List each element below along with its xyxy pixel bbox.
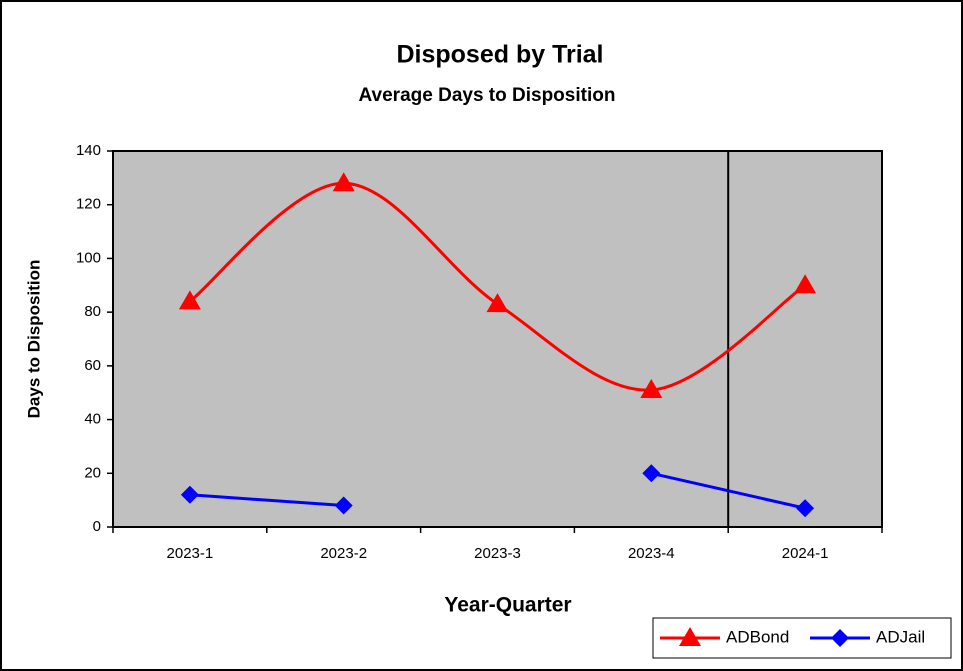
- data-point: [640, 379, 663, 399]
- y-tick-label: 0: [93, 518, 101, 535]
- data-point: [180, 485, 199, 504]
- x-tick-label: 2023-1: [167, 545, 214, 562]
- y-tick-label: 140: [76, 142, 101, 159]
- x-tick-label: 2023-3: [474, 545, 521, 562]
- x-axis-label: Year-Quarter: [444, 594, 571, 617]
- data-point: [332, 172, 355, 192]
- x-tick-label: 2023-2: [320, 545, 367, 562]
- legend-label: ADJail: [876, 627, 925, 646]
- x-tick-label: 2024-1: [782, 545, 829, 562]
- y-axis-label: Days to Disposition: [24, 260, 43, 419]
- legend-marker: [831, 629, 849, 647]
- series-line: [650, 471, 806, 510]
- y-tick-label: 120: [76, 196, 101, 213]
- data-point: [178, 290, 201, 310]
- y-tick-label: 40: [84, 411, 101, 428]
- data-point: [796, 499, 815, 518]
- data-point: [486, 293, 509, 313]
- data-point: [794, 274, 817, 294]
- x-tick-label: 2023-4: [628, 545, 675, 562]
- y-tick-label: 80: [84, 303, 101, 320]
- y-tick-label: 20: [84, 464, 101, 481]
- y-tick-label: 100: [76, 249, 101, 266]
- series-line: [189, 493, 344, 508]
- plot-area: [112, 150, 883, 528]
- chart-title: Disposed by Trial: [396, 41, 603, 69]
- y-tick-label: 60: [84, 357, 101, 374]
- legend-label: ADBond: [726, 627, 789, 646]
- legend-marker: [679, 627, 701, 646]
- data-point: [642, 464, 661, 483]
- chart-subtitle: Average Days to Disposition: [359, 85, 616, 106]
- data-point: [334, 496, 353, 515]
